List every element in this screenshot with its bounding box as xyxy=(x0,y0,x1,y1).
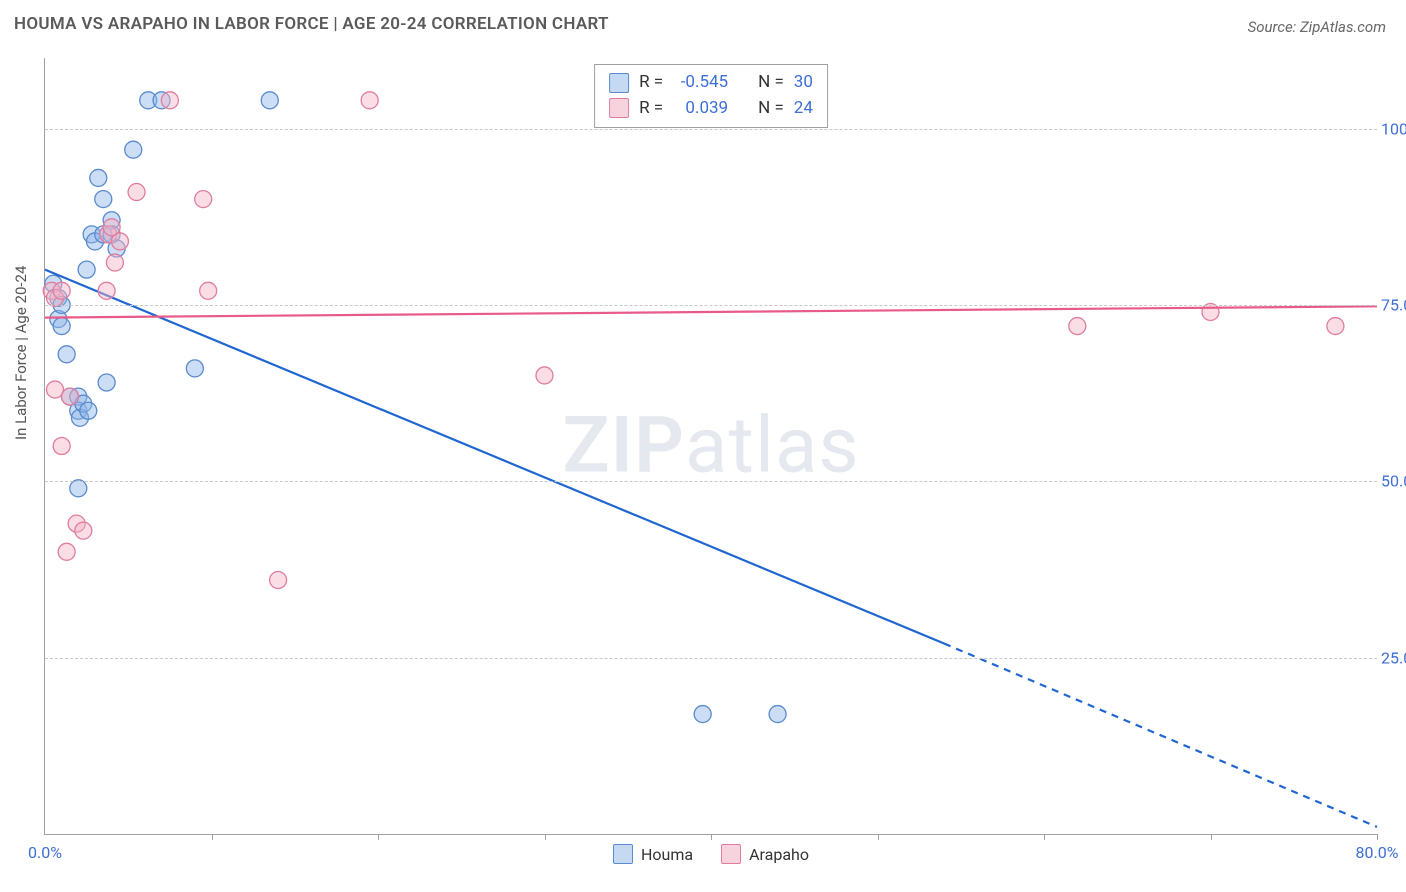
gridline xyxy=(45,129,1377,130)
data-point xyxy=(80,402,97,419)
trend-line-extrapolated xyxy=(944,644,1377,827)
data-point xyxy=(70,480,87,497)
series-legend: Houma Arapaho xyxy=(613,844,809,864)
data-point xyxy=(186,360,203,377)
gridline xyxy=(45,305,1377,306)
data-point xyxy=(61,388,78,405)
gridline xyxy=(45,658,1377,659)
r-label: R = xyxy=(639,70,663,96)
chart-title: HOUMA VS ARAPAHO IN LABOR FORCE | AGE 20… xyxy=(14,14,609,34)
ytick-label: 25.0% xyxy=(1381,648,1406,667)
houma-swatch xyxy=(613,844,633,864)
r-value: 0.039 xyxy=(673,96,728,122)
correlation-legend: R = -0.545 N = 30 R = 0.039 N = 24 xyxy=(594,64,828,128)
xtick-mark xyxy=(378,834,379,840)
data-point xyxy=(78,261,95,278)
series-label: Houma xyxy=(641,845,693,864)
chart-svg xyxy=(45,58,1377,834)
chart-source: Source: ZipAtlas.com xyxy=(1248,18,1386,36)
correlation-legend-row: R = 0.039 N = 24 xyxy=(609,96,813,122)
xtick-label: 80.0% xyxy=(1356,843,1399,862)
xtick-mark xyxy=(711,834,712,840)
data-point xyxy=(53,318,70,335)
n-label: N = xyxy=(758,70,784,96)
plot-area: ZIPatlas R = -0.545 N = 30 R = 0.039 N =… xyxy=(44,58,1377,835)
data-point xyxy=(98,282,115,299)
xtick-mark xyxy=(878,834,879,840)
data-point xyxy=(75,522,92,539)
gridline xyxy=(45,481,1377,482)
ytick-label: 100.0% xyxy=(1381,119,1406,138)
data-point xyxy=(1069,318,1086,335)
data-point xyxy=(98,374,115,391)
correlation-legend-row: R = -0.545 N = 30 xyxy=(609,70,813,96)
data-point xyxy=(694,706,711,723)
data-point xyxy=(106,254,123,271)
data-point xyxy=(161,92,178,109)
data-point xyxy=(1327,318,1344,335)
ytick-label: 50.0% xyxy=(1381,472,1406,491)
series-legend-item: Arapaho xyxy=(721,844,809,864)
ytick-label: 75.0% xyxy=(1381,295,1406,314)
xtick-mark xyxy=(212,834,213,840)
data-point xyxy=(125,141,142,158)
data-point xyxy=(769,706,786,723)
data-point xyxy=(58,346,75,363)
data-point xyxy=(95,191,112,208)
data-point xyxy=(53,438,70,455)
data-point xyxy=(361,92,378,109)
houma-swatch xyxy=(609,73,629,93)
data-point xyxy=(200,282,217,299)
xtick-mark xyxy=(1211,834,1212,840)
data-point xyxy=(270,572,287,589)
data-point xyxy=(1202,303,1219,320)
series-legend-item: Houma xyxy=(613,844,693,864)
data-point xyxy=(128,184,145,201)
data-point xyxy=(261,92,278,109)
data-point xyxy=(195,191,212,208)
data-point xyxy=(111,233,128,250)
n-value: 30 xyxy=(794,70,813,96)
data-point xyxy=(58,543,75,560)
series-label: Arapaho xyxy=(749,845,809,864)
data-point xyxy=(53,282,70,299)
arapaho-swatch xyxy=(609,98,629,118)
data-point xyxy=(90,169,107,186)
data-point xyxy=(536,367,553,384)
y-axis-label: In Labor Force | Age 20-24 xyxy=(12,266,30,440)
xtick-mark xyxy=(1377,834,1378,840)
n-value: 24 xyxy=(794,96,813,122)
xtick-label: 0.0% xyxy=(28,843,62,862)
arapaho-swatch xyxy=(721,844,741,864)
trend-line xyxy=(45,270,944,644)
n-label: N = xyxy=(758,96,784,122)
r-label: R = xyxy=(639,96,663,122)
xtick-mark xyxy=(545,834,546,840)
xtick-mark xyxy=(1044,834,1045,840)
trend-line xyxy=(45,306,1377,317)
r-value: -0.545 xyxy=(673,70,728,96)
